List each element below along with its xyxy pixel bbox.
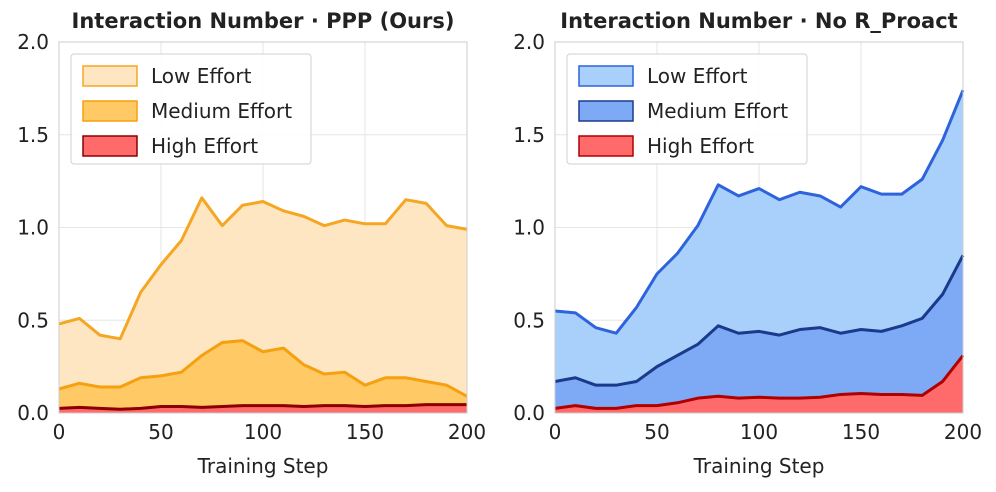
- legend-label-medium-effort: Medium Effort: [647, 99, 788, 123]
- plot-frame: [58, 41, 468, 414]
- area-high-effort: [555, 355, 963, 413]
- y-tick-label: 0.0: [513, 401, 545, 425]
- legend-label-high-effort: High Effort: [647, 134, 754, 158]
- legend-swatch-low-effort: [578, 65, 634, 87]
- x-tick-label: 150: [842, 420, 880, 444]
- x-tick-label: 100: [740, 420, 778, 444]
- x-tick-label: 0: [53, 420, 66, 444]
- legend-label-medium-effort: Medium Effort: [151, 99, 292, 123]
- y-tick-label: 0.5: [17, 308, 49, 332]
- y-tick-label: 1.5: [513, 123, 545, 147]
- y-tick-label: 0.5: [513, 308, 545, 332]
- legend-label-high-effort: High Effort: [151, 134, 258, 158]
- y-tick-label: 0.0: [17, 401, 49, 425]
- x-tick-label: 200: [448, 420, 486, 444]
- chart-panel-2: 0 50 100 150 200 0.0 0.5 1.0 1.5 2.0 Interaction N…: [513, 9, 982, 478]
- area-medium-effort: [59, 340, 467, 413]
- x-tick-label: 50: [644, 420, 669, 444]
- y-tick-label: 1.0: [513, 216, 545, 240]
- chart-title: Interaction Number · No R_Proact: [560, 9, 957, 33]
- x-axis-label: Training Step: [693, 454, 825, 478]
- legend-label-low-effort: Low Effort: [647, 64, 748, 88]
- x-tick-label: 200: [944, 420, 982, 444]
- y-tick-label: 1.5: [17, 123, 49, 147]
- legend-swatch-low-effort: [82, 65, 138, 87]
- x-axis-label: Training Step: [197, 454, 329, 478]
- chart-panel-1: 0 50 100 150 200 0.0 0.5 1.0 1.5 2.0 Interaction N…: [17, 9, 486, 478]
- area-medium-effort: [555, 255, 963, 413]
- y-tick-label: 2.0: [17, 30, 49, 54]
- legend-swatch-high-effort: [82, 135, 138, 157]
- chart-title: Interaction Number · PPP (Ours): [72, 9, 455, 33]
- x-tick-label: 0: [549, 420, 562, 444]
- legend-swatch-high-effort: [578, 135, 634, 157]
- area-low-effort: [59, 197, 467, 413]
- legend-swatch-medium-effort: [578, 100, 634, 122]
- legend-swatch-medium-effort: [82, 100, 138, 122]
- plot-frame: [554, 41, 964, 414]
- x-tick-label: 100: [244, 420, 282, 444]
- x-tick-label: 50: [148, 420, 173, 444]
- x-tick-label: 150: [346, 420, 384, 444]
- y-tick-label: 1.0: [17, 216, 49, 240]
- y-tick-label: 2.0: [513, 30, 545, 54]
- legend-label-low-effort: Low Effort: [151, 64, 252, 88]
